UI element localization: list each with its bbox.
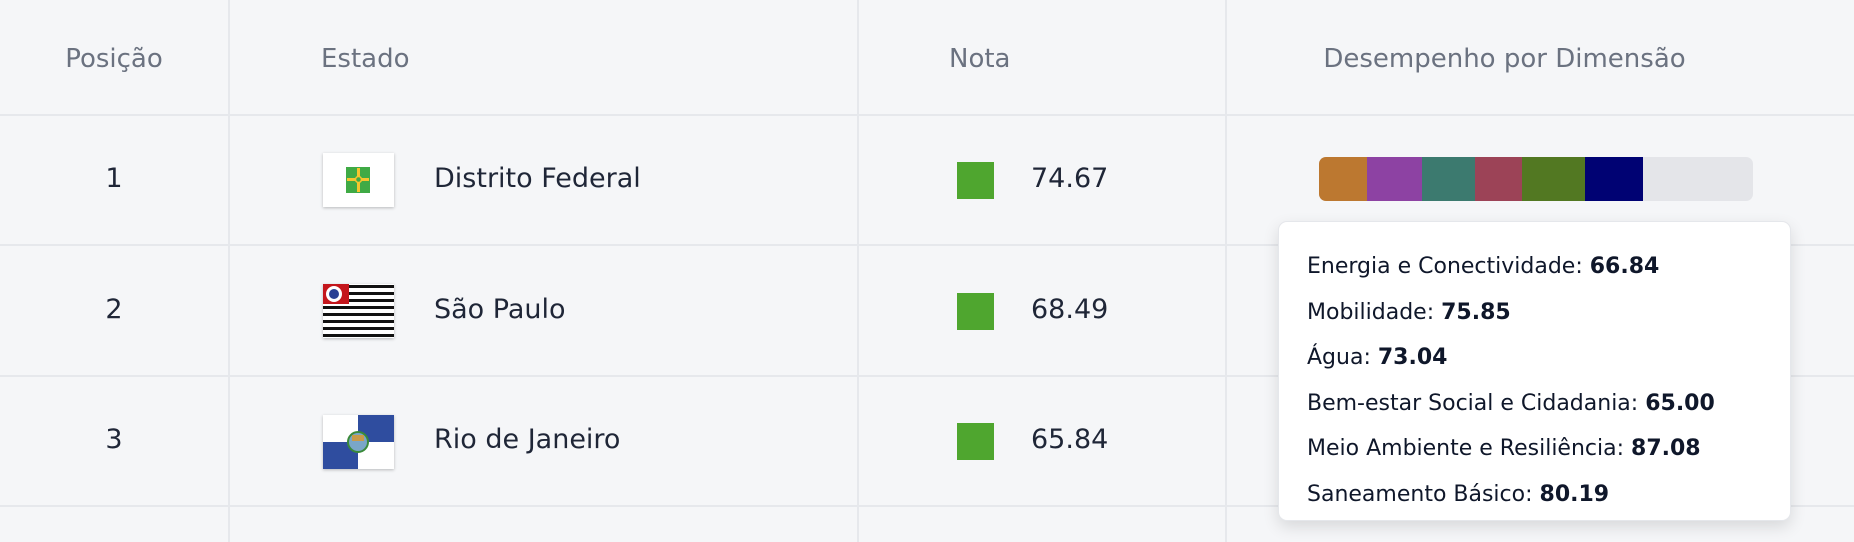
row-divider xyxy=(0,375,1854,377)
rio-de-janeiro-flag-icon xyxy=(323,415,394,469)
column-divider xyxy=(857,0,859,542)
dimension-segment[interactable] xyxy=(1585,157,1644,201)
position: 3 xyxy=(105,424,123,455)
row-divider xyxy=(0,244,1854,246)
distrito-federal-flag-icon xyxy=(323,153,394,207)
tooltip-line: Meio Ambiente e Resiliência: 87.08 xyxy=(1307,426,1790,472)
tooltip-line: Água: 73.04 xyxy=(1307,335,1790,381)
score-indicator xyxy=(957,293,994,330)
state-name[interactable]: Rio de Janeiro xyxy=(434,424,621,455)
position: 1 xyxy=(105,163,123,194)
dimension-segment[interactable] xyxy=(1319,157,1368,201)
state-name[interactable]: Distrito Federal xyxy=(434,163,641,194)
position: 2 xyxy=(105,294,123,325)
score: 74.67 xyxy=(1031,163,1109,194)
score: 68.49 xyxy=(1031,294,1109,325)
dimension-segment[interactable] xyxy=(1475,157,1523,201)
column-divider xyxy=(1225,0,1227,542)
tooltip-value: 75.85 xyxy=(1441,299,1511,325)
state-name[interactable]: São Paulo xyxy=(434,294,566,325)
tooltip-label: Água: xyxy=(1307,345,1371,370)
tooltip-line: Energia e Conectividade: 66.84 xyxy=(1307,244,1790,290)
column-divider xyxy=(228,0,230,542)
tooltip-label: Energia e Conectividade: xyxy=(1307,254,1583,279)
tooltip-value: 80.19 xyxy=(1539,481,1610,507)
dimension-segment[interactable] xyxy=(1522,157,1586,201)
score-indicator xyxy=(957,423,994,460)
tooltip-line: Bem-estar Social e Cidadania: 65.00 xyxy=(1307,381,1790,427)
dimension-segment[interactable] xyxy=(1422,157,1476,201)
row-divider xyxy=(0,505,1854,507)
tooltip-line: Saneamento Básico: 80.19 xyxy=(1307,472,1790,518)
dimension-segment[interactable] xyxy=(1367,157,1423,201)
tooltip-label: Saneamento Básico: xyxy=(1307,481,1533,507)
header-score[interactable]: Nota xyxy=(949,44,1011,74)
header-state[interactable]: Estado xyxy=(321,44,410,74)
header-dimensions: Desempenho por Dimensão xyxy=(1323,44,1686,74)
dimension-tooltip: Energia e Conectividade: 66.84 Mobilidad… xyxy=(1278,221,1791,521)
tooltip-value: 73.04 xyxy=(1377,345,1448,370)
tooltip-label: Mobilidade: xyxy=(1307,299,1435,325)
dimension-bar[interactable] xyxy=(1319,157,1753,201)
row-divider xyxy=(0,114,1854,116)
tooltip-label: Bem-estar Social e Cidadania: xyxy=(1307,390,1639,416)
tooltip-line: Mobilidade: 75.85 xyxy=(1307,290,1790,336)
tooltip-value: 87.08 xyxy=(1631,436,1701,461)
sao-paulo-flag-icon xyxy=(323,284,394,338)
header-position[interactable]: Posição xyxy=(65,44,163,74)
tooltip-value: 65.00 xyxy=(1645,390,1715,416)
score: 65.84 xyxy=(1031,424,1109,455)
tooltip-label: Meio Ambiente e Resiliência: xyxy=(1307,436,1625,461)
score-indicator xyxy=(957,162,994,199)
tooltip-value: 66.84 xyxy=(1589,254,1660,279)
